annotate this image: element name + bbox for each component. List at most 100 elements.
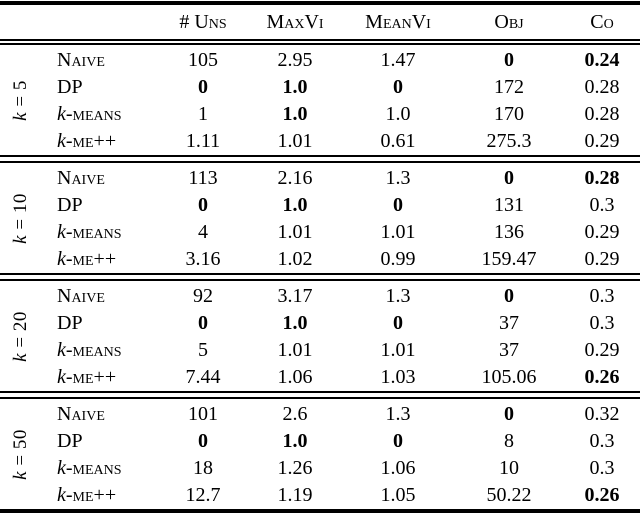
method-label-kmeans: k-means (57, 456, 122, 479)
cell-maxvi: 1.01 (277, 129, 313, 152)
cell-co: 0.26 (584, 365, 620, 388)
cell-uns: 0 (198, 193, 208, 216)
method-label-dp: DP (57, 193, 83, 216)
cell-maxvi: 1.19 (277, 483, 313, 506)
method-label-naive: Naive (57, 402, 105, 425)
cell-meanvi: 1.06 (380, 456, 416, 479)
cell-meanvi: 0 (393, 429, 403, 452)
cell-co: 0.3 (589, 429, 615, 452)
cell-maxvi: 1.0 (282, 193, 308, 216)
cell-meanvi: 1.01 (380, 220, 416, 243)
cell-uns: 92 (193, 284, 213, 307)
cell-uns: 3.16 (185, 247, 221, 270)
cell-uns: 105 (188, 48, 218, 71)
group-separator-rule (0, 273, 640, 281)
cell-meanvi: 1.0 (385, 102, 411, 125)
cell-uns: 1 (198, 102, 208, 125)
cell-maxvi: 1.02 (277, 247, 313, 270)
cell-obj: 0 (504, 284, 514, 307)
cell-obj: 275.3 (486, 129, 532, 152)
method-label-kmepp: k-me++ (57, 483, 117, 506)
cell-meanvi: 0 (393, 193, 403, 216)
table-bottom-rule (0, 509, 640, 513)
cell-uns: 0 (198, 311, 208, 334)
method-label-naive: Naive (57, 284, 105, 307)
cell-meanvi: 1.3 (385, 402, 411, 425)
col-header-obj: Obj (494, 11, 524, 33)
cell-maxvi: 1.0 (282, 102, 308, 125)
cell-uns: 5 (198, 338, 208, 361)
col-header-maxvi: MaxVi (266, 11, 324, 33)
col-header-uns: # Uns (179, 11, 227, 33)
cell-obj: 172 (494, 75, 524, 98)
group-label-k-20: k = 20 (0, 282, 40, 390)
group-separator-rule (0, 391, 640, 399)
group-label-k-50: k = 50 (0, 400, 40, 508)
group-k-5: k = 5 Naive 105 2.95 1.47 0 0.24 DP 0 1.… (0, 45, 640, 155)
group-label-k-10: k = 10 (0, 164, 40, 272)
cell-meanvi: 0 (393, 75, 403, 98)
cell-co: 0.29 (584, 129, 620, 152)
cell-obj: 170 (494, 102, 524, 125)
cell-maxvi: 1.0 (282, 311, 308, 334)
cell-co: 0.24 (584, 48, 620, 71)
group-label-k-5: k = 5 (0, 46, 40, 154)
cell-uns: 18 (193, 456, 213, 479)
cell-maxvi: 1.01 (277, 338, 313, 361)
method-label-naive: Naive (57, 166, 105, 189)
method-label-kmeans: k-means (57, 220, 122, 243)
cell-meanvi: 1.03 (380, 365, 416, 388)
method-label-kmeans: k-means (57, 102, 122, 125)
group-k-20: k = 20 Naive 92 3.17 1.3 0 0.3 DP 0 1.0 … (0, 281, 640, 391)
method-label-kmeans: k-means (57, 338, 122, 361)
cell-meanvi: 1.3 (385, 166, 411, 189)
header-bottom-rule (0, 39, 640, 45)
cell-meanvi: 1.01 (380, 338, 416, 361)
rotated-k-label: k = 10 (9, 192, 31, 244)
cell-co: 0.28 (584, 166, 620, 189)
cell-co: 0.3 (589, 456, 615, 479)
table-top-rule (0, 1, 640, 5)
cell-maxvi: 2.95 (277, 48, 313, 71)
cell-co: 0.29 (584, 338, 620, 361)
cell-uns: 1.11 (185, 129, 221, 152)
cell-obj: 105.06 (481, 365, 537, 388)
cell-obj: 0 (504, 166, 514, 189)
cell-co: 0.29 (584, 247, 620, 270)
method-label-dp: DP (57, 311, 83, 334)
cell-uns: 0 (198, 75, 208, 98)
col-header-meanvi: MeanVi (365, 11, 431, 33)
cell-co: 0.26 (584, 483, 620, 506)
group-separator-rule (0, 155, 640, 163)
rotated-k-label: k = 5 (9, 79, 31, 121)
cell-obj: 131 (494, 193, 524, 216)
cell-maxvi: 1.26 (277, 456, 313, 479)
rotated-k-label: k = 20 (9, 310, 31, 362)
cell-co: 0.29 (584, 220, 620, 243)
cell-obj: 10 (499, 456, 519, 479)
cell-meanvi: 0 (393, 311, 403, 334)
cell-meanvi: 1.47 (380, 48, 416, 71)
method-label-dp: DP (57, 429, 83, 452)
cell-co: 0.28 (584, 75, 620, 98)
cell-co: 0.3 (589, 284, 615, 307)
cell-meanvi: 1.05 (380, 483, 416, 506)
cell-maxvi: 1.0 (282, 429, 308, 452)
cell-obj: 37 (499, 338, 519, 361)
col-header-co: Co (590, 11, 614, 33)
cell-co: 0.32 (584, 402, 620, 425)
cell-meanvi: 0.99 (380, 247, 416, 270)
cell-uns: 113 (188, 166, 218, 189)
method-label-kmepp: k-me++ (57, 365, 117, 388)
cell-uns: 101 (188, 402, 218, 425)
cell-uns: 7.44 (185, 365, 221, 388)
cell-obj: 0 (504, 48, 514, 71)
cell-uns: 12.7 (185, 483, 221, 506)
cell-uns: 0 (198, 429, 208, 452)
cell-uns: 4 (198, 220, 208, 243)
table-header-row: # Uns MaxVi MeanVi Obj Co (0, 5, 640, 39)
group-k-50: k = 50 Naive 101 2.6 1.3 0 0.32 DP 0 1.0… (0, 399, 640, 509)
cell-maxvi: 1.0 (282, 75, 308, 98)
method-label-kmepp: k-me++ (57, 247, 117, 270)
